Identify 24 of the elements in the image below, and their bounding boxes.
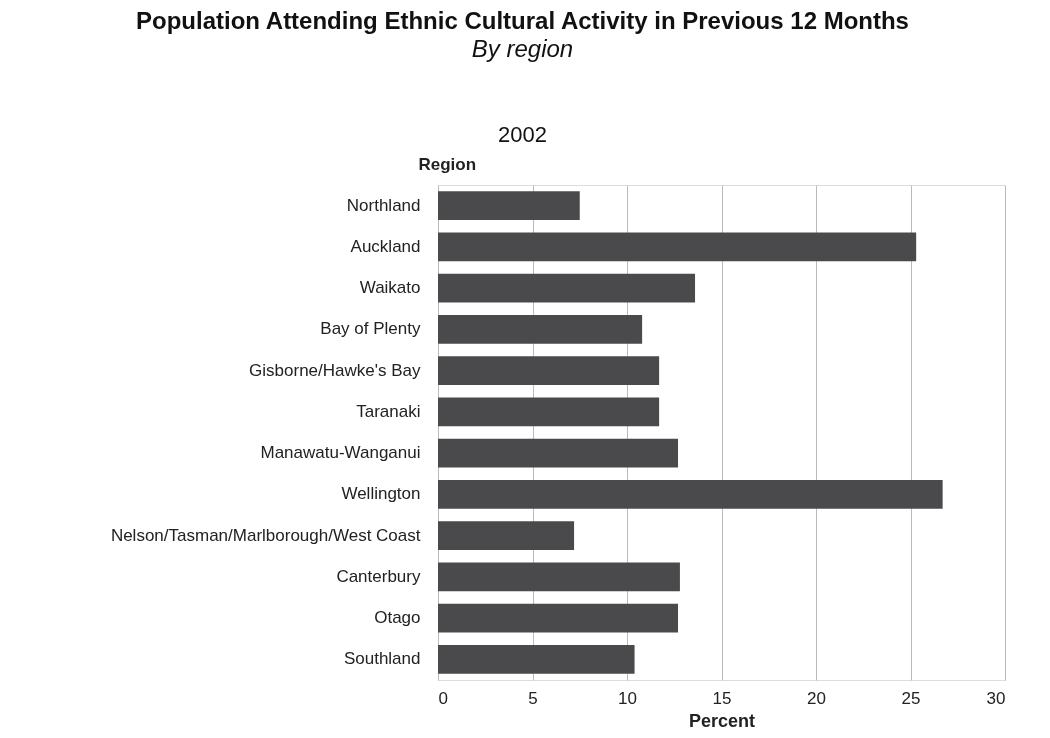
x-tick-label: 15 — [712, 688, 732, 708]
x-axis-title: Percent — [688, 710, 756, 731]
y-tick-label: Northland — [346, 195, 421, 215]
y-tick-label: Canterbury — [336, 566, 421, 586]
y-tick-label: Otago — [374, 608, 421, 628]
y-tick-label: Manawatu-Wanganui — [260, 443, 421, 463]
x-tick-label: 0 — [438, 688, 448, 708]
x-tick-label: 5 — [528, 688, 538, 708]
text: 2002 — [498, 122, 547, 147]
y-tick-label: Southland — [343, 649, 421, 669]
y-tick-label: Bay of Plenty — [320, 319, 421, 339]
chart-title: Population Attending Ethnic Cultural Activity in Previous 12 Months — [136, 7, 909, 34]
chart-subtitle: By region — [471, 35, 574, 62]
y-tick-label: Gisborne/Hawke's Bay — [249, 360, 421, 380]
y-tick-label: Wellington — [341, 484, 421, 504]
x-tick-label: 30 — [986, 688, 1006, 708]
y-axis-title: Region — [418, 154, 477, 174]
x-tick-label: 10 — [618, 688, 637, 708]
x-tick-label: 25 — [901, 688, 921, 708]
y-tick-label: Waikato — [359, 278, 421, 298]
x-tick-label: 20 — [807, 688, 826, 708]
y-tick-label: Auckland — [350, 236, 421, 256]
y-tick-label: Nelson/Tasman/Marlborough/West Coast — [110, 525, 421, 545]
y-tick-label: Taranaki — [356, 401, 421, 421]
